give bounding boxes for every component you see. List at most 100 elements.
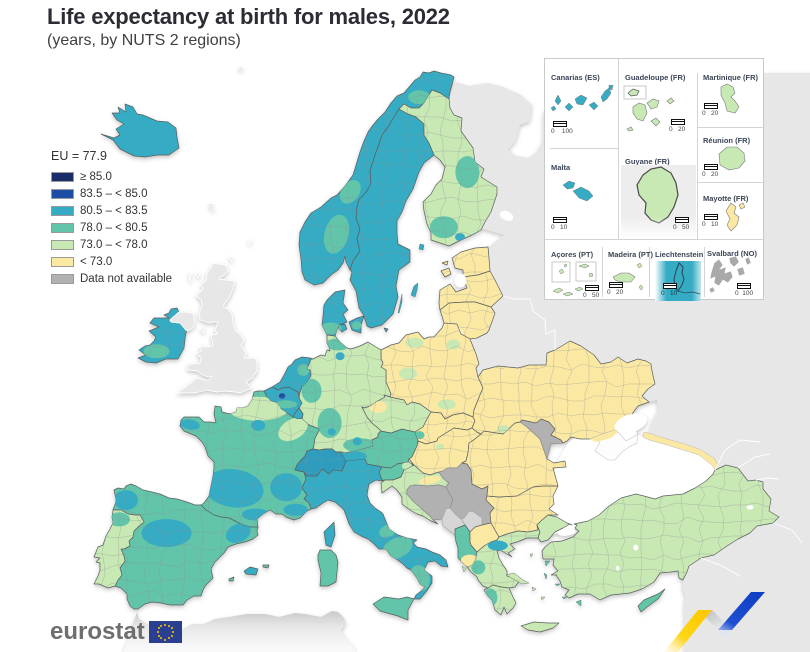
legend-eu-value: EU = 77.9 [51, 149, 107, 163]
legend: EU = 77.9 ≥ 85.0 83.5 – < 85.0 80.5 – < … [51, 149, 172, 287]
island-rhodes [575, 599, 582, 607]
scale-text: 0 20 [607, 289, 624, 296]
country-mallorca [243, 566, 259, 576]
scale-bar [671, 119, 685, 125]
lake-ladoga-edge [499, 210, 514, 221]
scale-text: 0 10 [551, 224, 568, 231]
legend-label: Data not available [80, 272, 173, 285]
legend-label: 73.0 – < 78.0 [80, 238, 148, 251]
country-sweden [349, 108, 435, 329]
region-patch [114, 490, 138, 511]
legend-swatch [51, 171, 74, 182]
header: Life expectancy at birth for males, 2022… [47, 4, 450, 50]
lake-beysehir [616, 565, 620, 571]
scale-text: 0 20 [702, 171, 719, 178]
island-andros [531, 586, 537, 592]
eu-flag-star [167, 637, 170, 640]
eu-flag-star [164, 638, 167, 641]
inset-map [612, 262, 644, 291]
legend-swatch [51, 188, 74, 199]
eu-flag-star [170, 627, 173, 630]
country-iceland [100, 103, 180, 158]
inset-map [655, 261, 701, 301]
scale-bar [704, 214, 718, 220]
region-patch [471, 560, 486, 575]
inset-label-mayotte: Mayotte (FR) [703, 194, 749, 203]
legend-row: < 73.0 [51, 253, 172, 270]
region-patch [322, 322, 342, 335]
panel-divider [704, 247, 705, 297]
page-title: Life expectancy at birth for males, 2022 [47, 4, 450, 29]
island-corfu [461, 565, 467, 573]
country-nireland [169, 311, 196, 332]
country-sicilia [372, 596, 415, 621]
legend-row: 80.5 – < 83.5 [51, 202, 172, 219]
island-chios [543, 572, 548, 580]
eu-flag-star [171, 631, 174, 633]
inset-label-guadeloupe: Guadeloupe (FR) [625, 73, 686, 82]
inset-label-madeira: Madeira (PT) [608, 250, 654, 259]
country-turkey [541, 464, 780, 601]
inset-map [720, 83, 740, 114]
island-faroe [208, 203, 214, 208]
island-gotland [410, 282, 419, 298]
region-patch [270, 473, 303, 502]
region-patch [317, 408, 342, 438]
country-crete [520, 621, 560, 633]
scale-text: 0 10 [661, 290, 678, 297]
scale-text: 0 100 [735, 290, 754, 297]
sea-of-azov [614, 413, 648, 434]
region-patch [399, 367, 417, 380]
inset-map [623, 85, 675, 132]
inset-label-svalbard: Svalbard (NO) [707, 249, 758, 258]
legend-swatch [51, 256, 74, 267]
eu-flag-star [160, 637, 163, 640]
scale-bar [553, 217, 567, 223]
legend-label: < 73.0 [80, 255, 113, 268]
region-patch [323, 214, 350, 254]
eu-flag-star [160, 624, 163, 627]
country-cyprus [637, 588, 666, 613]
inset-label-martinique: Martinique (FR) [703, 73, 758, 82]
legend-row: 73.0 – < 78.0 [51, 236, 172, 253]
country-estonia [440, 246, 491, 278]
region-patch [278, 417, 308, 442]
region-patch [436, 443, 445, 450]
region-patch [141, 519, 192, 548]
eu-flag-star [156, 631, 159, 633]
region-patch [108, 512, 130, 527]
inset-label-reunion: Réunion (FR) [703, 136, 751, 145]
country-menorca [262, 564, 270, 569]
eu-flag-star [157, 627, 160, 630]
island-aland [418, 243, 425, 251]
scale-bar [704, 164, 718, 170]
region-patch [446, 339, 461, 350]
scale-bar [609, 282, 623, 288]
region-patch [335, 352, 345, 361]
legend-row: 83.5 – < 85.0 [51, 185, 172, 202]
region-patch [352, 437, 362, 446]
inset-map [621, 165, 696, 239]
country-corsica [323, 521, 336, 548]
inset-label-malta: Malta [551, 163, 571, 172]
scale-text: 0 50 [583, 292, 600, 299]
eurostat-logo: eurostat [50, 618, 182, 646]
legend-row: 78.0 – < 80.5 [51, 219, 172, 236]
legend-row: ≥ 85.0 [51, 168, 172, 185]
inset-label-liechtenstein: Liechtenstein [655, 250, 704, 259]
panel-divider [649, 247, 650, 297]
legend-swatch [51, 205, 74, 216]
inset-map [708, 255, 752, 294]
scale-bar [553, 121, 567, 127]
panel-divider [697, 73, 698, 239]
region-patch [327, 428, 336, 436]
island-kos [561, 596, 568, 600]
island-naxos [540, 596, 546, 601]
legend-label: 83.5 – < 85.0 [80, 187, 148, 200]
region-patch [225, 523, 251, 543]
country-ukraine [471, 340, 656, 444]
country-spain [112, 483, 259, 610]
region-patch [455, 233, 465, 242]
inset-label-guyane: Guyane (FR) [625, 157, 670, 166]
region-patch [283, 503, 308, 516]
